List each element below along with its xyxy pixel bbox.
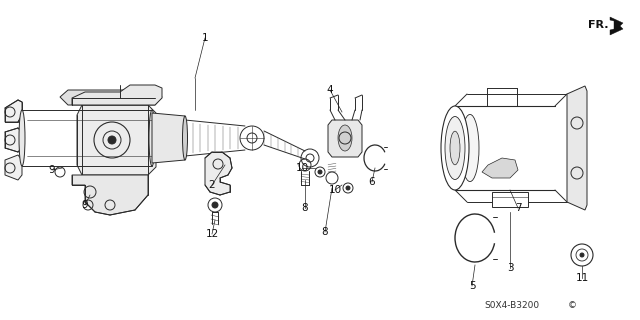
Polygon shape <box>328 120 362 157</box>
Text: 3: 3 <box>507 263 513 273</box>
Circle shape <box>580 253 584 257</box>
Polygon shape <box>72 175 148 215</box>
Text: 8: 8 <box>301 203 308 213</box>
Polygon shape <box>5 100 22 122</box>
Ellipse shape <box>441 106 469 190</box>
Ellipse shape <box>338 125 352 151</box>
Text: 9: 9 <box>82 200 88 210</box>
Text: ©: © <box>568 301 577 310</box>
Text: 2: 2 <box>209 180 215 190</box>
Polygon shape <box>72 85 162 105</box>
Polygon shape <box>567 86 587 210</box>
Polygon shape <box>77 105 156 175</box>
Text: 10: 10 <box>296 163 308 173</box>
Ellipse shape <box>461 115 479 182</box>
Text: S0X4-B3200: S0X4-B3200 <box>484 301 540 310</box>
Polygon shape <box>492 192 528 207</box>
Polygon shape <box>610 17 623 35</box>
Text: 8: 8 <box>322 227 328 237</box>
Circle shape <box>212 202 218 208</box>
Ellipse shape <box>149 110 155 166</box>
Ellipse shape <box>182 116 188 160</box>
Circle shape <box>339 132 351 144</box>
Text: 5: 5 <box>468 281 476 291</box>
Ellipse shape <box>19 110 25 166</box>
Polygon shape <box>60 90 162 105</box>
Text: 6: 6 <box>369 177 375 187</box>
Text: FR.: FR. <box>588 20 609 30</box>
Ellipse shape <box>450 131 460 165</box>
Circle shape <box>346 186 350 190</box>
Text: 7: 7 <box>515 203 522 213</box>
Text: 9: 9 <box>49 165 55 175</box>
Polygon shape <box>482 158 518 178</box>
Circle shape <box>318 170 322 174</box>
Text: 11: 11 <box>575 273 589 283</box>
Polygon shape <box>205 152 232 195</box>
Ellipse shape <box>445 116 465 180</box>
Text: 12: 12 <box>205 229 219 239</box>
Polygon shape <box>152 113 185 163</box>
Polygon shape <box>5 128 22 152</box>
Polygon shape <box>5 155 22 180</box>
Text: 1: 1 <box>202 33 208 43</box>
Circle shape <box>108 136 116 144</box>
Text: 4: 4 <box>326 85 333 95</box>
Text: 10: 10 <box>328 185 342 195</box>
